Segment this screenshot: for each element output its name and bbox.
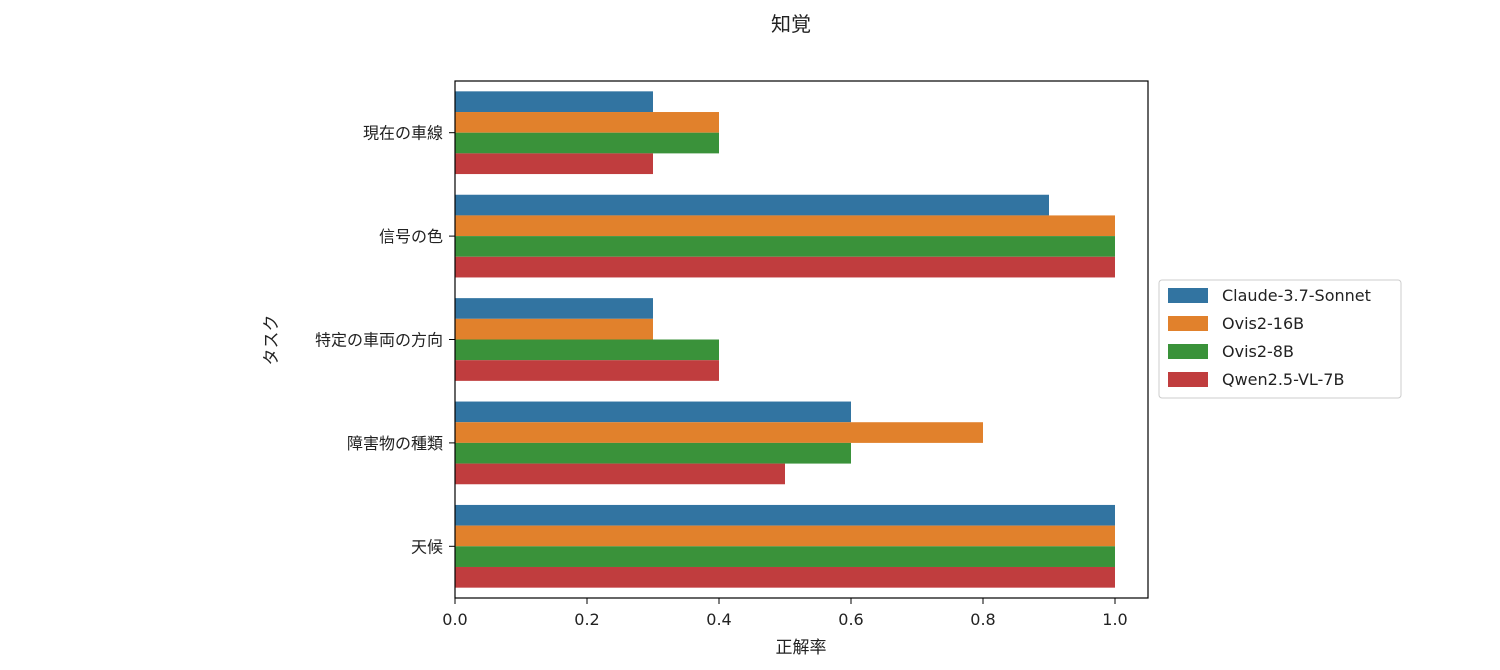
legend: Claude-3.7-Sonnet Ovis2-16B Ovis2-8B Qwen2.… [1158,279,1402,399]
x-tick-label: 0.2 [574,610,599,629]
bar-4-3 [455,442,851,464]
bar-5-4 [455,566,1115,588]
legend-swatch [1168,344,1208,359]
legend-label: Ovis2-16B [1222,314,1304,333]
legend-label: Claude-3.7-Sonnet [1222,286,1371,305]
legend-items: Claude-3.7-Sonnet Ovis2-16B Ovis2-8B Qwen2.… [1168,286,1371,389]
bars-group [455,91,1115,588]
legend-label: Qwen2.5-VL-7B [1222,370,1344,389]
x-tick-label: 0.0 [442,610,467,629]
y-tick-label: 信号の色 [379,227,443,246]
bar-1-3 [455,132,719,154]
x-tick-label: 1.0 [1102,610,1127,629]
legend-swatch [1168,316,1208,331]
bar-4-2 [455,422,983,443]
bar-2-2 [455,215,1115,237]
bar-1-1 [455,91,653,113]
x-tick-label: 0.4 [706,610,731,629]
y-tick-label: 天候 [411,537,443,556]
y-tick-label: 特定の車両の方向 [315,331,443,350]
legend-swatch [1168,372,1208,387]
bar-4-4 [455,463,785,485]
bar-1-2 [455,112,719,133]
x-tick-label: 0.8 [970,610,995,629]
bar-1-4 [455,153,653,175]
bar-2-1 [455,194,1049,216]
legend-swatch [1168,288,1208,303]
bar-2-4 [455,256,1115,278]
y-tick-label: 現在の車線 [363,124,443,143]
bar-3-3 [455,339,719,361]
bar-3-4 [455,360,719,381]
chart-title: 知覚 [771,12,811,36]
bar-5-3 [455,546,1115,567]
bar-2-3 [455,236,1115,257]
x-axis-label: 正解率 [776,638,827,658]
y-axis-label: タスク [262,315,282,366]
bar-3-2 [455,318,653,340]
legend-frame [1158,279,1402,399]
bar-4-1 [455,401,851,423]
x-axis-ticks: 0.0 0.2 0.4 0.6 0.8 1.0 [442,598,1128,629]
legend-label: Ovis2-8B [1222,342,1294,361]
y-tick-label: 障害物の種類 [347,434,443,453]
bar-5-1 [455,504,1115,526]
bar-3-1 [455,298,653,319]
x-tick-label: 0.6 [838,610,863,629]
bar-5-2 [455,525,1115,547]
